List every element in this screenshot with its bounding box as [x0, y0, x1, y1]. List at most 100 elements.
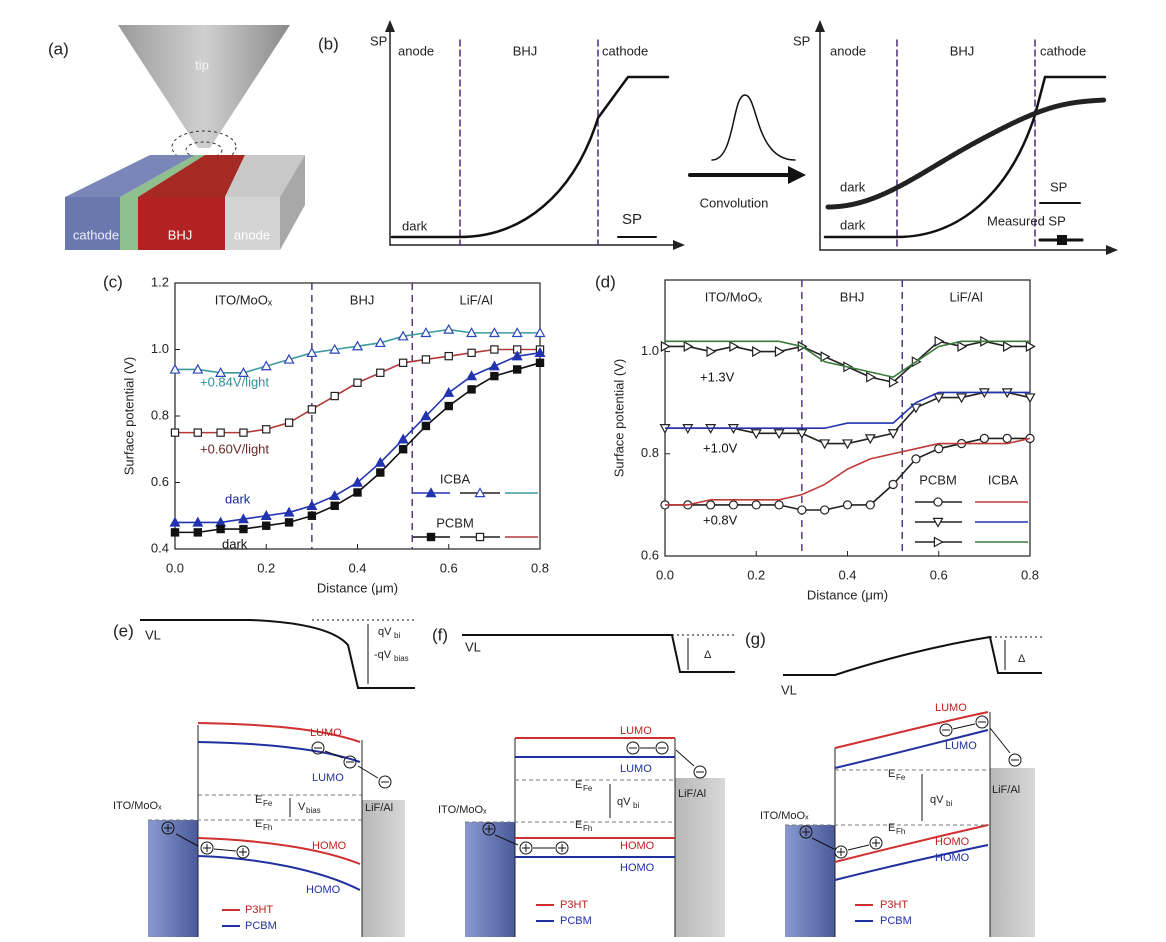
annotation: +1.3V	[700, 369, 735, 384]
marker	[353, 488, 362, 497]
series-line	[665, 340, 1030, 378]
marker	[443, 323, 455, 334]
marker	[170, 428, 180, 437]
shape	[952, 723, 976, 730]
x-tick-label: 0.4	[838, 567, 856, 582]
shape	[161, 821, 175, 835]
shape	[939, 723, 953, 737]
marker	[421, 421, 431, 431]
marker	[933, 497, 943, 507]
shape	[555, 841, 569, 855]
marker	[956, 393, 968, 404]
marker	[488, 327, 500, 338]
marker	[329, 490, 341, 500]
marker	[284, 518, 294, 527]
marker	[796, 429, 808, 440]
vacuum-level	[783, 635, 1042, 676]
legend-label: Measured SP	[987, 213, 1066, 228]
split-sub: bi	[633, 801, 639, 810]
region-label: cathode	[1040, 43, 1086, 58]
slab-side	[280, 155, 305, 250]
y-tick-label: 1.2	[151, 274, 169, 289]
marker	[512, 365, 522, 374]
efe-sub: Fe	[263, 799, 273, 808]
marker	[683, 340, 694, 352]
arrowhead	[788, 166, 806, 184]
legend-label: SP	[1050, 179, 1067, 194]
marker	[374, 456, 386, 467]
marker	[260, 510, 272, 520]
panel-label: (g)	[745, 629, 766, 648]
axis-label: SP	[793, 33, 810, 48]
legend-marker	[1057, 235, 1067, 245]
legend-label: P3HT	[245, 904, 273, 916]
shape	[494, 834, 519, 846]
lumo-p3ht	[834, 711, 989, 749]
bhj-front	[138, 197, 225, 250]
marker	[660, 340, 671, 352]
curve-label: dark	[840, 179, 866, 194]
step-sub: bias	[394, 654, 409, 663]
marker	[934, 444, 944, 454]
x-tick-label: 0.8	[1021, 567, 1039, 582]
y-tick-label: 1.0	[641, 343, 659, 358]
arrowhead	[673, 240, 685, 250]
panel-b: (b) SP anode BHJ cathode dark SP Convolu…	[318, 20, 1118, 255]
split-sub: bias	[306, 806, 321, 815]
shape	[213, 848, 237, 852]
x-tick-label: 0.0	[656, 567, 674, 582]
marker	[1002, 433, 1012, 444]
marker	[426, 532, 436, 542]
marker	[490, 345, 499, 354]
marker	[398, 358, 408, 368]
y-tick-label: 0.4	[151, 540, 169, 555]
marker	[420, 410, 432, 421]
left-electrode	[465, 822, 515, 937]
shape	[655, 741, 669, 755]
marker	[865, 500, 875, 510]
efe-sub: Fe	[583, 784, 593, 793]
chart: (c) 0.4 0.6 0.8 1.0 1.2 0.0 0.2 0.4 0.6 0.8 ITO/MoO…	[103, 272, 549, 595]
marker	[511, 350, 523, 361]
efe-label: E	[255, 794, 262, 806]
marker	[750, 429, 762, 440]
step-label: qV	[378, 626, 392, 638]
series-line	[665, 391, 1030, 430]
homo-pcbm	[834, 844, 989, 881]
annotation: +0.84V/light	[200, 374, 269, 389]
marker	[216, 524, 225, 534]
shape	[847, 844, 870, 851]
marker	[475, 532, 485, 542]
homo-pcbm	[197, 855, 361, 891]
marker	[932, 517, 944, 528]
x-tick-label: 0.2	[747, 567, 765, 582]
region-label: cathode	[602, 43, 648, 58]
marker	[330, 391, 339, 401]
x-tick-label: 0.6	[930, 567, 948, 582]
marker	[957, 340, 968, 352]
y-tick-label: 0.6	[641, 547, 659, 562]
arrowhead	[1106, 245, 1118, 255]
legend-label: PCBM	[560, 915, 592, 927]
gaussian	[711, 94, 796, 161]
region-label: anode	[830, 43, 866, 58]
lumo-pcbm	[834, 729, 989, 769]
marker	[705, 500, 716, 510]
marker	[443, 386, 455, 397]
marker	[535, 358, 545, 368]
lumo-pcbm	[197, 741, 361, 763]
marker	[351, 340, 364, 351]
marker	[474, 487, 486, 498]
marker	[729, 340, 740, 352]
marker	[169, 516, 181, 527]
marker	[239, 524, 248, 534]
marker	[1002, 340, 1013, 352]
shape	[869, 836, 883, 850]
right-label: LiF/Al	[992, 784, 1020, 796]
vacuum-level	[462, 634, 735, 673]
marker	[444, 351, 453, 361]
marker	[752, 346, 762, 358]
legend-label: ICBA	[988, 472, 1019, 487]
shape	[236, 845, 250, 859]
sp-curve	[390, 75, 670, 239]
